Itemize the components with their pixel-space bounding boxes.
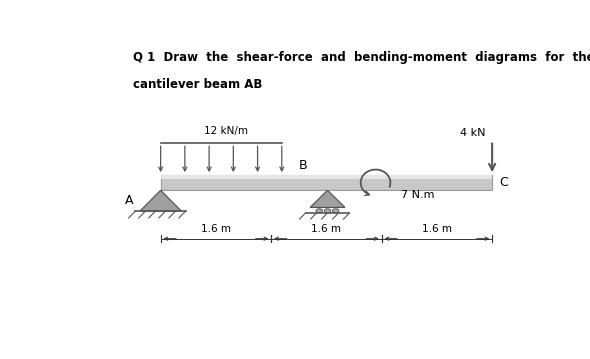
Text: 1.6 m: 1.6 m (422, 224, 452, 234)
Bar (160, 175, 492, 179)
Text: 7 N.m: 7 N.m (401, 190, 434, 200)
Text: A: A (124, 194, 133, 207)
Circle shape (333, 209, 339, 213)
Text: 4 kN: 4 kN (460, 128, 485, 138)
Text: B: B (299, 159, 308, 172)
Text: C: C (499, 176, 508, 189)
Text: cantilever beam AB: cantilever beam AB (133, 78, 263, 90)
Circle shape (324, 209, 331, 213)
Polygon shape (140, 190, 181, 211)
Polygon shape (310, 190, 345, 208)
Text: 1.6 m: 1.6 m (201, 224, 231, 234)
Text: 1.6 m: 1.6 m (312, 224, 342, 234)
Text: 12 kN/m: 12 kN/m (204, 126, 248, 136)
Text: Q 1  Draw  the  shear-force  and  bending-moment  diagrams  for  the: Q 1 Draw the shear-force and bending-mom… (133, 51, 590, 64)
Circle shape (316, 209, 323, 213)
Bar (160, 175, 492, 190)
